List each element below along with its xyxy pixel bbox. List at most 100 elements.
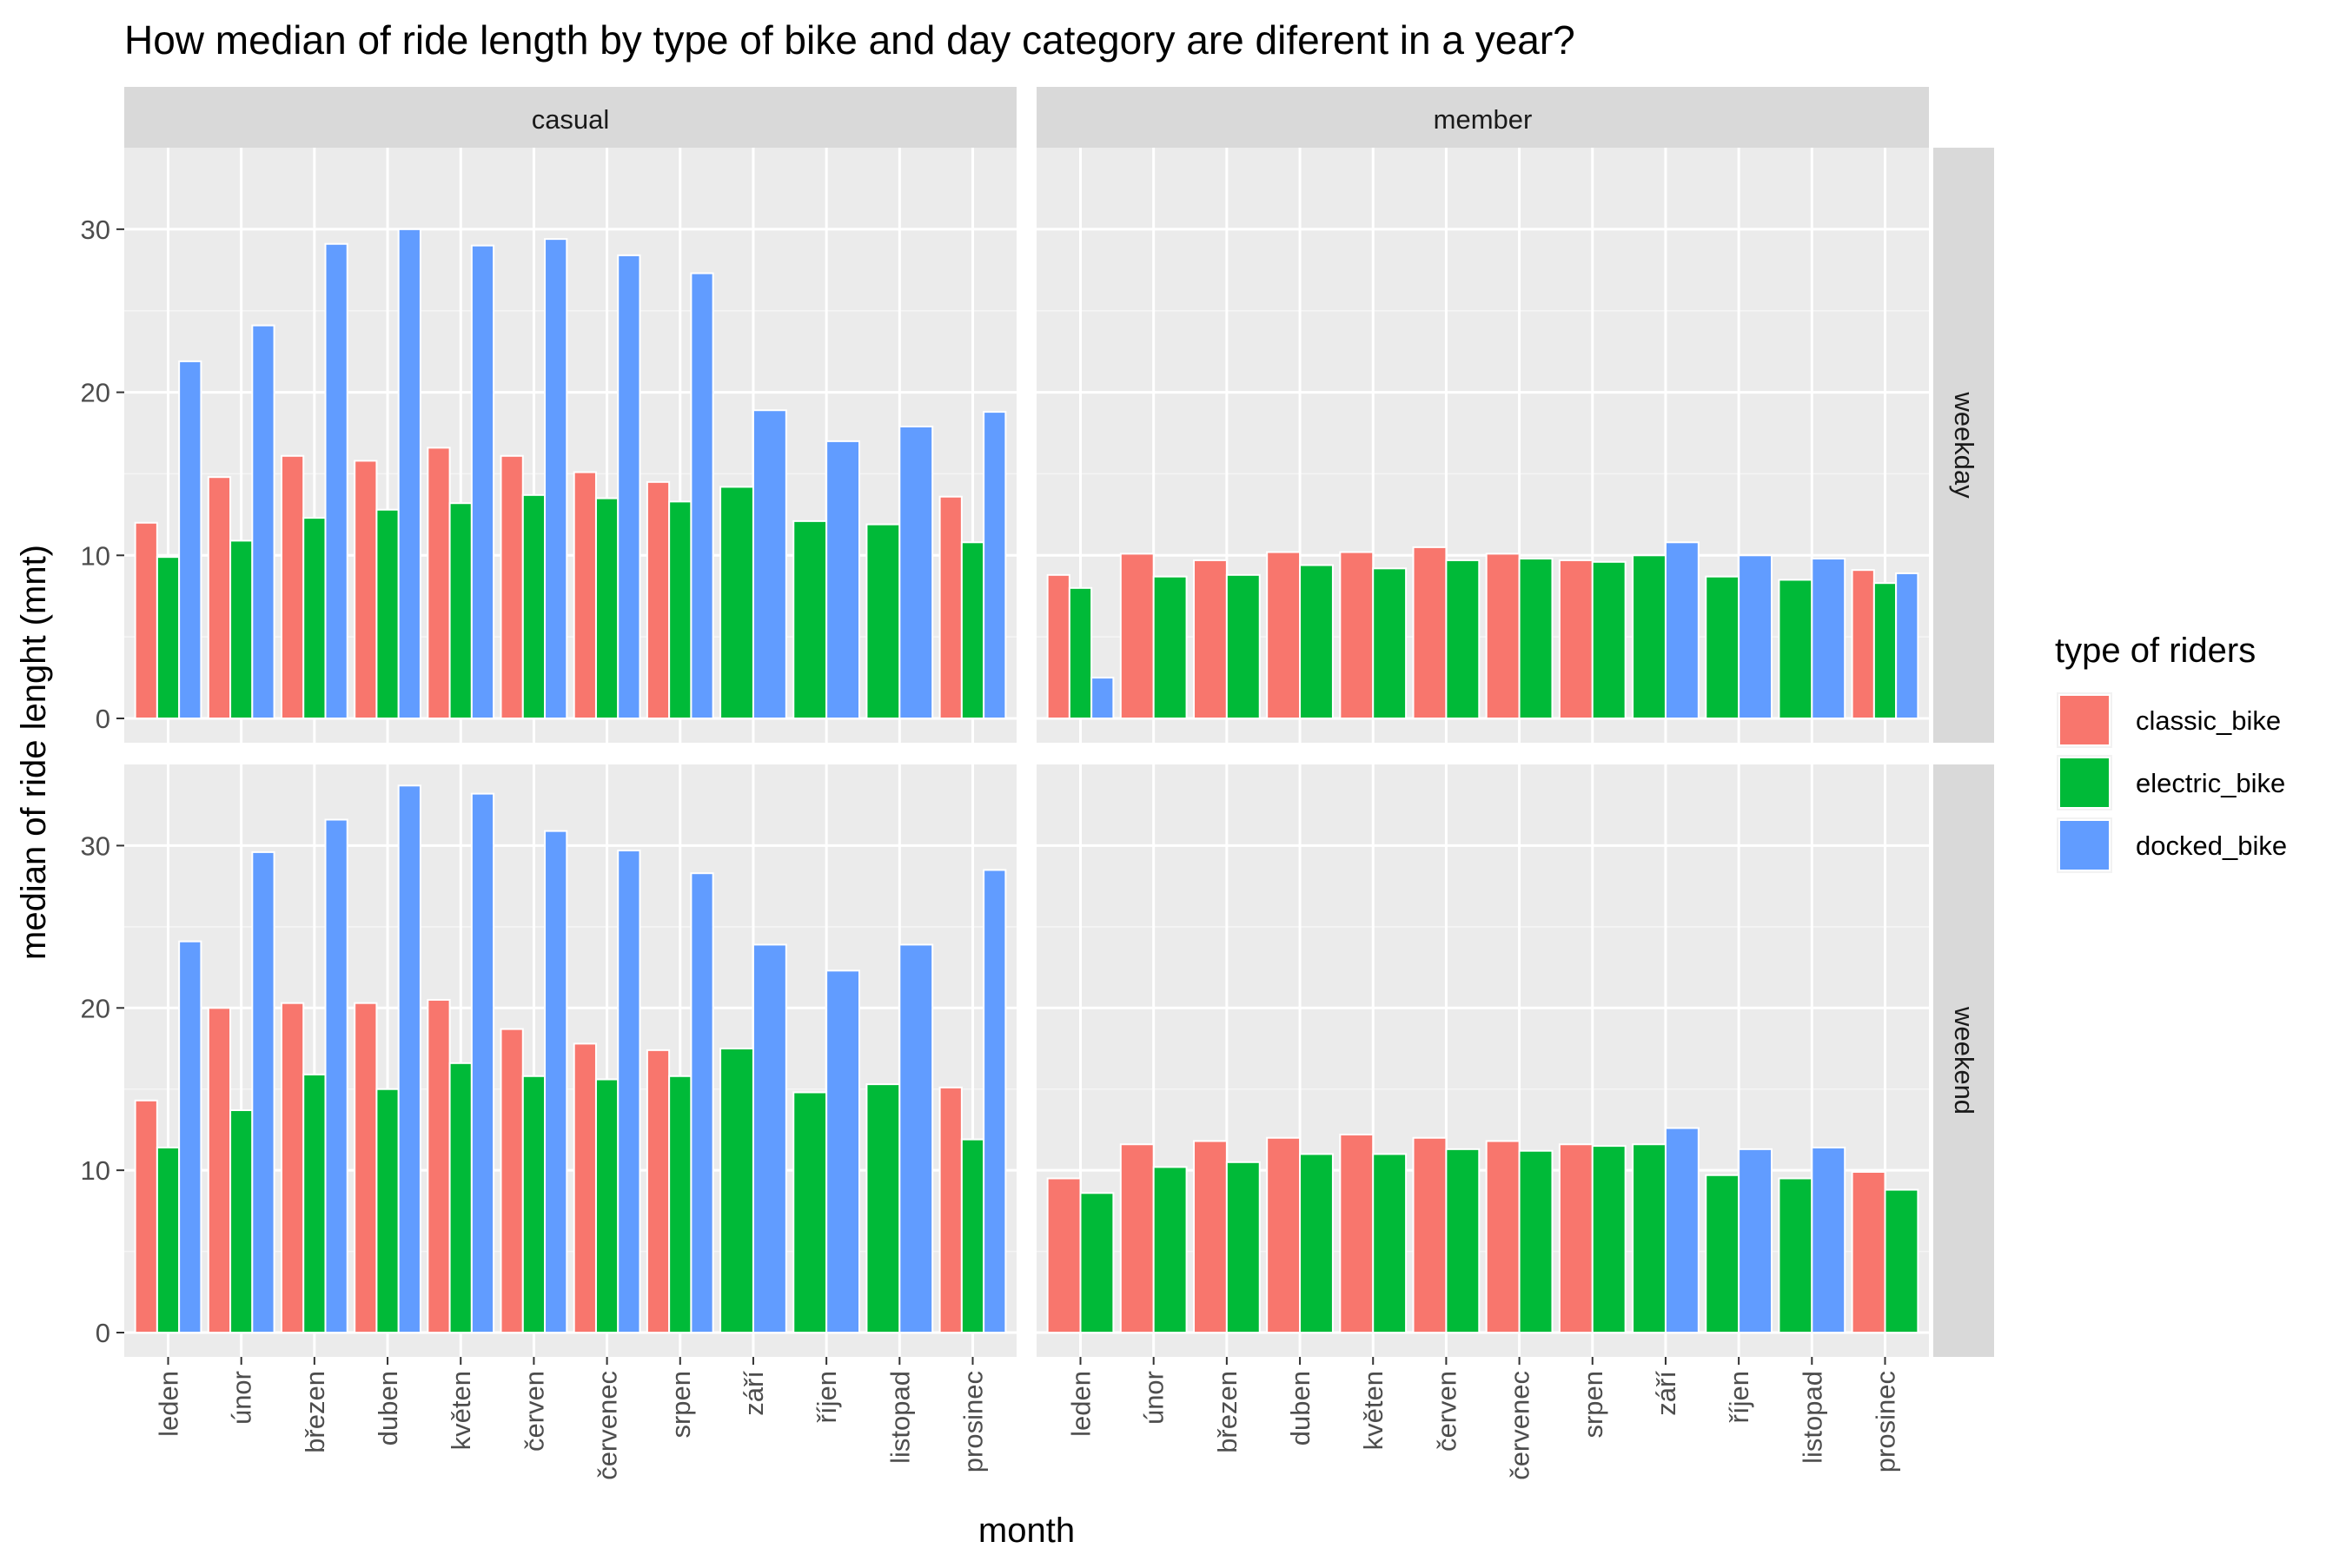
- bar-docked_bike: [1738, 1148, 1773, 1334]
- bar-electric_bike: [1884, 1188, 1919, 1333]
- bar-classic_bike: [573, 471, 597, 720]
- legend-swatch-docked_bike: [2058, 819, 2111, 871]
- bar-electric_bike: [1225, 573, 1261, 719]
- x-tick-label: květen: [1358, 1371, 1388, 1450]
- bar-classic_bike: [1119, 552, 1155, 719]
- bar-electric_bike: [302, 517, 327, 720]
- bar-classic_bike: [1046, 1177, 1082, 1333]
- bar-docked_bike: [1738, 554, 1773, 719]
- bar-electric_bike: [521, 493, 547, 719]
- bar-docked_bike: [690, 872, 714, 1333]
- facet-strip-casual: [124, 87, 1017, 148]
- bar-electric_bike: [1518, 1149, 1554, 1333]
- bar-electric_bike: [668, 1075, 693, 1334]
- legend-label: docked_bike: [2136, 830, 2287, 861]
- bar-electric_bike: [1778, 579, 1813, 720]
- bar-docked_bike: [1895, 572, 1919, 719]
- bar-electric_bike: [865, 1083, 901, 1333]
- facet-strip-label: weekday: [1949, 391, 1979, 499]
- legend-swatch-classic_bike: [2058, 694, 2111, 746]
- bar-classic_bike: [1266, 551, 1302, 719]
- bar-electric_bike: [1705, 575, 1740, 720]
- bar-classic_bike: [207, 476, 232, 719]
- bar-electric_bike: [1152, 1166, 1188, 1334]
- x-axis-title: month: [978, 1512, 1075, 1550]
- x-tick-label: leden: [154, 1371, 184, 1437]
- bar-electric_bike: [1152, 575, 1188, 720]
- bar-docked_bike: [617, 850, 641, 1333]
- y-tick-label: 0: [96, 704, 110, 734]
- facet-strip-weekday: [1933, 148, 1994, 743]
- bar-classic_bike: [938, 1086, 963, 1333]
- bar-docked_bike: [825, 969, 861, 1334]
- bar-docked_bike: [178, 940, 202, 1334]
- bar-electric_bike: [1445, 559, 1481, 719]
- bar-electric_bike: [792, 1091, 828, 1333]
- x-tick-label: prosinec: [1870, 1371, 1900, 1472]
- bar-classic_bike: [1485, 1140, 1521, 1333]
- y-tick-label: 0: [96, 1318, 110, 1348]
- bar-docked_bike: [1664, 541, 1700, 719]
- bar-electric_bike: [1225, 1161, 1261, 1334]
- bar-docked_bike: [324, 818, 348, 1333]
- x-tick-label: květen: [446, 1371, 476, 1450]
- bar-electric_bike: [229, 539, 254, 719]
- bar-electric_bike: [1591, 560, 1627, 720]
- bar-docked_bike: [983, 411, 1007, 719]
- plot-title: How median of ride length by type of bik…: [124, 17, 1575, 63]
- legend-title: type of riders: [2055, 632, 2256, 670]
- bar-classic_bike: [1851, 569, 1875, 719]
- bar-electric_bike: [1778, 1177, 1813, 1333]
- bar-electric_bike: [1372, 1153, 1408, 1334]
- x-tick-label: říjen: [812, 1371, 842, 1423]
- bar-electric_bike: [448, 502, 473, 720]
- bar-docked_bike: [544, 830, 568, 1333]
- bar-electric_bike: [1632, 1143, 1667, 1334]
- bar-electric_bike: [229, 1109, 254, 1334]
- bar-docked_bike: [752, 409, 787, 719]
- bar-classic_bike: [1851, 1171, 1886, 1334]
- bar-electric_bike: [1632, 554, 1667, 719]
- x-tick-label: červen: [1431, 1371, 1461, 1452]
- bar-electric_bike: [156, 556, 181, 719]
- y-tick-label: 30: [81, 830, 110, 861]
- bar-electric_bike: [521, 1075, 547, 1334]
- x-tick-label: červenec: [1505, 1371, 1535, 1480]
- bar-docked_bike: [544, 238, 568, 719]
- facet-strip-weekend: [1933, 764, 1994, 1357]
- bar-classic_bike: [646, 1049, 671, 1333]
- bar-electric_bike: [1299, 564, 1334, 720]
- x-tick-label: září: [1651, 1371, 1681, 1416]
- bar-docked_bike: [397, 228, 421, 720]
- bar-docked_bike: [470, 244, 495, 719]
- bar-docked_bike: [324, 242, 348, 720]
- bar-docked_bike: [898, 943, 934, 1333]
- bar-classic_bike: [134, 1099, 158, 1334]
- bar-classic_bike: [1558, 1143, 1594, 1334]
- bar-electric_bike: [792, 519, 828, 720]
- bar-electric_bike: [302, 1073, 327, 1333]
- bar-docked_bike: [397, 784, 421, 1333]
- x-tick-label: listopad: [1797, 1371, 1827, 1464]
- bar-electric_bike: [1705, 1174, 1740, 1333]
- x-tick-label: červen: [519, 1371, 549, 1452]
- bar-classic_bike: [1192, 559, 1228, 719]
- legend-label: classic_bike: [2136, 705, 2281, 736]
- bar-classic_bike: [1339, 1134, 1375, 1334]
- bar-classic_bike: [134, 521, 158, 719]
- bar-docked_bike: [690, 272, 714, 720]
- bar-electric_bike: [1068, 586, 1093, 719]
- y-tick-label: 20: [81, 993, 110, 1023]
- bar-electric_bike: [594, 1078, 620, 1333]
- bar-docked_bike: [1811, 558, 1846, 719]
- bar-docked_bike: [752, 943, 787, 1333]
- x-tick-label: únor: [227, 1371, 257, 1425]
- x-tick-label: listopad: [885, 1371, 915, 1464]
- legend-label: electric_bike: [2136, 768, 2285, 798]
- bar-classic_bike: [938, 495, 963, 719]
- bar-electric_bike: [1518, 558, 1554, 719]
- bar-classic_bike: [1485, 552, 1521, 719]
- bar-classic_bike: [500, 1028, 524, 1333]
- y-tick-label: 10: [81, 540, 110, 571]
- bar-docked_bike: [1664, 1127, 1700, 1334]
